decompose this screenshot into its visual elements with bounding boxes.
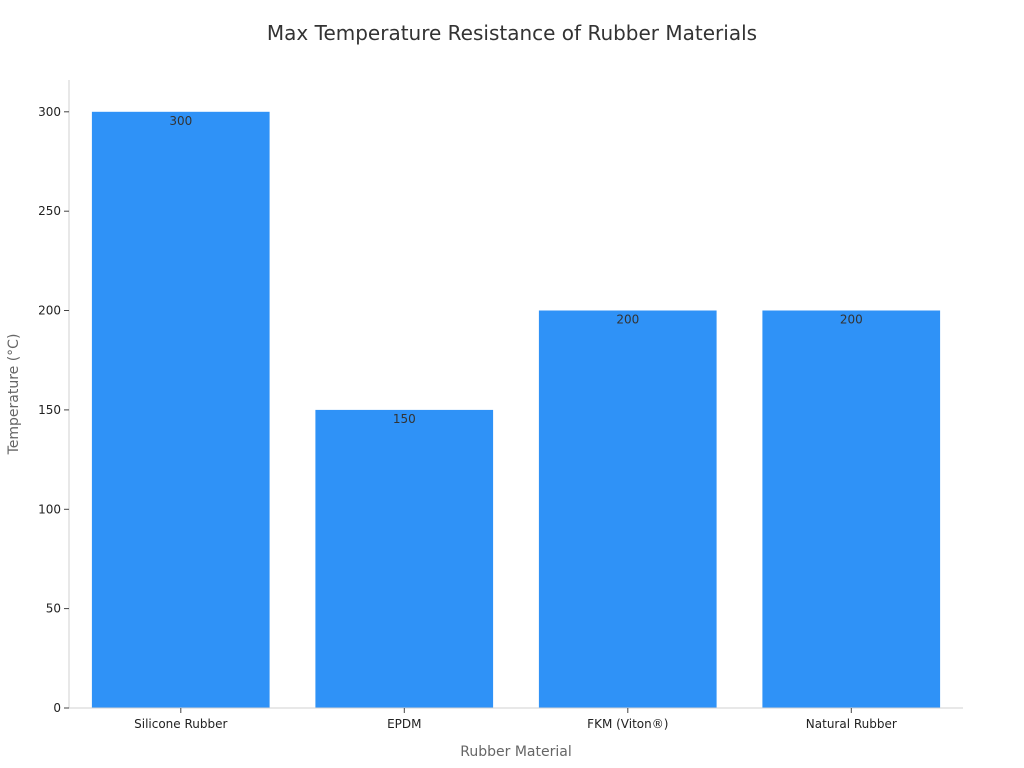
x-tick-label: EPDM — [387, 717, 421, 731]
y-axis-ticks: 0 50 100 150 200 250 300 — [38, 105, 69, 715]
y-tick-label: 100 — [38, 502, 61, 516]
bar — [91, 111, 270, 709]
bar-value-label: 200 — [616, 313, 639, 327]
bar-value-label: 150 — [393, 412, 416, 426]
bar — [538, 310, 717, 708]
bars-group — [91, 111, 941, 709]
y-tick-label: 0 — [53, 701, 61, 715]
bar — [315, 409, 494, 708]
bar-value-label: 300 — [169, 114, 192, 128]
y-tick-label: 300 — [38, 105, 61, 119]
y-axis-title: Temperature (°C) — [6, 334, 22, 456]
x-tick-label: Silicone Rubber — [134, 717, 227, 731]
bar-value-label: 200 — [840, 313, 863, 327]
y-tick-label: 50 — [46, 602, 61, 616]
x-tick-label: Natural Rubber — [806, 717, 897, 731]
x-axis-title: Rubber Material — [460, 744, 571, 760]
y-tick-label: 200 — [38, 304, 61, 318]
x-tick-label: FKM (Viton®) — [587, 717, 668, 731]
bar — [762, 310, 941, 708]
chart-title: Max Temperature Resistance of Rubber Mat… — [267, 21, 757, 45]
x-axis-ticks: Silicone Rubber EPDM FKM (Viton®) Natural R… — [134, 708, 897, 731]
y-tick-label: 250 — [38, 204, 61, 218]
y-tick-label: 150 — [38, 403, 61, 417]
data-labels-group: 300 150 200 200 — [169, 114, 862, 426]
plot-area: 300 150 200 200 0 50 100 150 200 250 300 Silicone… — [38, 80, 963, 731]
